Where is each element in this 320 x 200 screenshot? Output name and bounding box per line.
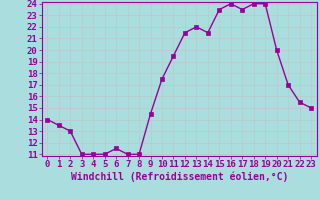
X-axis label: Windchill (Refroidissement éolien,°C): Windchill (Refroidissement éolien,°C) — [70, 172, 288, 182]
